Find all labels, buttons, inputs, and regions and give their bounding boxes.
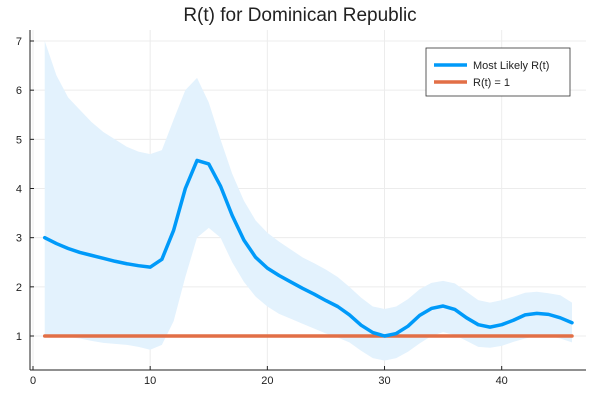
axes [29, 30, 586, 371]
legend: Most Likely R(t) R(t) = 1 [425, 47, 571, 97]
series-line-most-likely [42, 158, 574, 338]
x-tick-label-30: 30 [378, 375, 390, 387]
y-tick-label-4: 4 [16, 184, 22, 196]
y-tick-label-3: 3 [16, 233, 22, 245]
y-tick-label-7: 7 [16, 36, 22, 48]
x-tick-label-20: 20 [261, 375, 273, 387]
y-tick-label-5: 5 [16, 134, 22, 146]
legend-label-r-equals-one: R(t) = 1 [473, 77, 510, 89]
x-tick-label-10: 10 [144, 375, 156, 387]
tick-labels: 0 10 20 30 40 1 2 3 4 5 6 7 [16, 36, 508, 387]
confidence-band [44, 41, 573, 361]
y-tick-label-1: 1 [16, 331, 22, 343]
series-layer [42, 158, 574, 338]
confidence-band-layer [44, 41, 573, 361]
legend-box [425, 47, 571, 97]
x-tick-label-40: 40 [496, 375, 508, 387]
y-tick-label-2: 2 [16, 282, 22, 294]
y-tick-label-6: 6 [16, 85, 22, 97]
chart-title: R(t) for Dominican Republic [183, 5, 416, 26]
x-tick-label-0: 0 [30, 375, 36, 387]
legend-label-most-likely: Most Likely R(t) [473, 60, 549, 72]
